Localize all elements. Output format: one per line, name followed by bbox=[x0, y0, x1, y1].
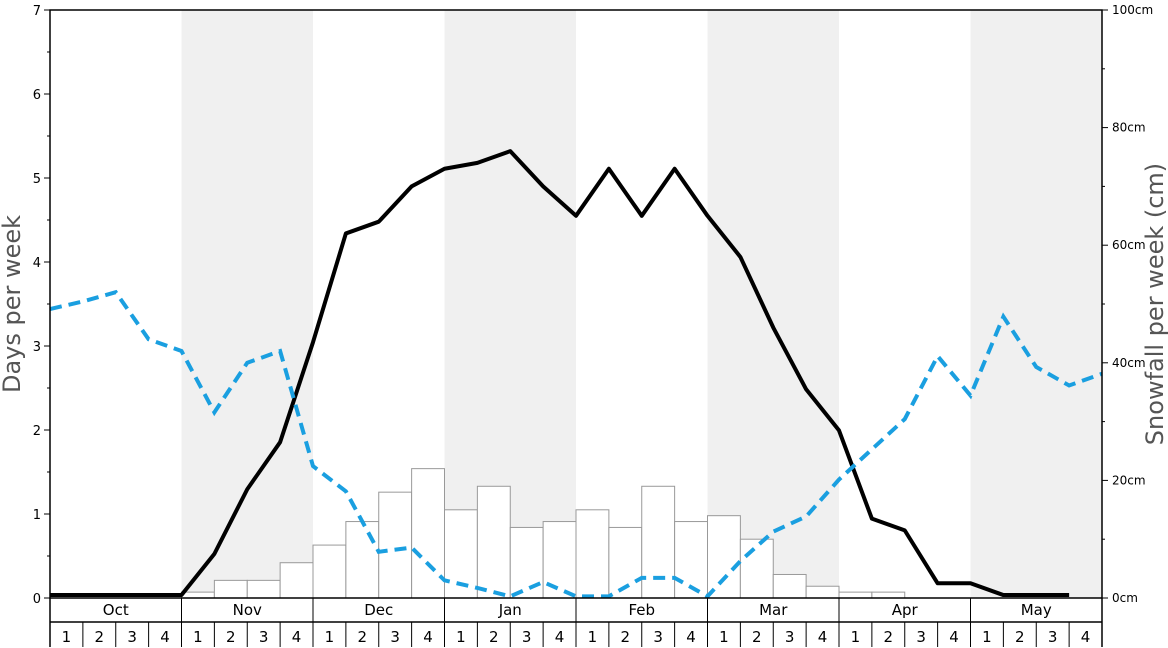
bar-week-22 bbox=[739, 538, 774, 599]
right-axis: 0cm 20cm 40cm 60cm 80cm 100cm bbox=[1102, 3, 1153, 605]
month-shading bbox=[181, 10, 1102, 598]
week-label: 1 bbox=[456, 628, 466, 646]
week-label: 2 bbox=[884, 628, 894, 646]
right-tick-label: 40cm bbox=[1112, 356, 1146, 370]
week-label: 4 bbox=[555, 628, 565, 646]
right-tick-label: 100cm bbox=[1112, 3, 1153, 17]
bar-week-23 bbox=[772, 573, 807, 599]
month-label-apr: Apr bbox=[892, 601, 919, 619]
month-label-dec: Dec bbox=[364, 601, 393, 619]
left-tick-label: 4 bbox=[33, 256, 41, 271]
week-label: 3 bbox=[259, 628, 269, 646]
week-label: 4 bbox=[1081, 628, 1091, 646]
bar-week-10 bbox=[345, 521, 380, 599]
left-tick-label: 2 bbox=[33, 424, 41, 439]
week-label: 3 bbox=[1048, 628, 1058, 646]
week-label: 1 bbox=[193, 628, 203, 646]
bar-week-9 bbox=[312, 544, 347, 599]
bar-week-24 bbox=[805, 585, 840, 599]
right-tick-label: 0cm bbox=[1112, 591, 1138, 605]
snowfall-line bbox=[50, 149, 1070, 598]
week-label: 2 bbox=[489, 628, 499, 646]
week-label: 1 bbox=[325, 628, 335, 646]
bar-week-8 bbox=[279, 562, 314, 599]
bar-week-19 bbox=[641, 485, 676, 599]
week-label: 3 bbox=[522, 628, 532, 646]
month-label-mar: Mar bbox=[759, 601, 788, 619]
shade-may bbox=[970, 10, 1102, 598]
week-label: 4 bbox=[292, 628, 302, 646]
left-tick-label: 6 bbox=[33, 88, 41, 103]
month-label-jan: Jan bbox=[498, 601, 522, 619]
week-label: 2 bbox=[358, 628, 368, 646]
right-tick-label: 80cm bbox=[1112, 121, 1146, 135]
week-label: 2 bbox=[226, 628, 236, 646]
bar-week-17 bbox=[575, 509, 610, 599]
week-label: 4 bbox=[686, 628, 696, 646]
week-label: 2 bbox=[95, 628, 105, 646]
week-label: 4 bbox=[949, 628, 959, 646]
week-label: 4 bbox=[423, 628, 433, 646]
shade-mar bbox=[707, 10, 839, 598]
right-tick-label: 60cm bbox=[1112, 238, 1146, 252]
weekly-days-bars bbox=[181, 468, 906, 599]
left-axis: 0 1 2 3 4 5 6 7 bbox=[33, 4, 50, 607]
bar-week-14 bbox=[476, 485, 511, 599]
week-label: 2 bbox=[752, 628, 762, 646]
week-label: 4 bbox=[818, 628, 828, 646]
week-label: 3 bbox=[127, 628, 137, 646]
left-tick-label: 5 bbox=[33, 172, 41, 187]
week-label: 3 bbox=[916, 628, 926, 646]
bar-week-21 bbox=[707, 515, 741, 599]
week-label: 2 bbox=[1015, 628, 1025, 646]
chart-lines bbox=[49, 149, 1103, 599]
week-label: 1 bbox=[851, 628, 861, 646]
week-label: 2 bbox=[621, 628, 631, 646]
month-label-may: May bbox=[1021, 601, 1052, 619]
bar-week-16 bbox=[542, 521, 577, 599]
month-label-nov: Nov bbox=[233, 601, 262, 619]
bar-week-7 bbox=[246, 579, 281, 599]
bar-week-12 bbox=[411, 468, 445, 599]
bar-week-6 bbox=[213, 579, 248, 599]
days-line bbox=[49, 289, 1103, 599]
bar-week-5 bbox=[181, 591, 215, 599]
week-label: 1 bbox=[982, 628, 992, 646]
week-label: 4 bbox=[160, 628, 170, 646]
shade-nov bbox=[181, 10, 313, 598]
right-tick-label: 20cm bbox=[1112, 473, 1146, 487]
week-label: 1 bbox=[588, 628, 598, 646]
week-label: 1 bbox=[62, 628, 72, 646]
left-tick-label: 7 bbox=[33, 4, 41, 19]
x-axis-months-weeks: Oct 1 2 3 4 Nov 1 2 3 4 Dec 1 2 3 4 Jan 1 2 3 4 Feb 1 2 3 4 Mar 1 2… bbox=[49, 598, 1103, 647]
right-axis-title: Snowfall per week (cm) bbox=[1141, 163, 1168, 445]
month-label-oct: Oct bbox=[103, 601, 129, 619]
bar-week-15 bbox=[509, 526, 544, 599]
bar-week-26 bbox=[871, 591, 906, 599]
week-label: 3 bbox=[653, 628, 663, 646]
bar-week-25 bbox=[838, 591, 873, 599]
bar-week-11 bbox=[378, 491, 413, 599]
week-label: 1 bbox=[719, 628, 729, 646]
left-axis-title: Days per week bbox=[0, 215, 26, 393]
left-tick-label: 1 bbox=[33, 508, 41, 523]
left-tick-label: 0 bbox=[33, 592, 41, 607]
week-label: 3 bbox=[785, 628, 795, 646]
week-label: 3 bbox=[390, 628, 400, 646]
left-tick-label: 3 bbox=[33, 340, 41, 355]
month-label-feb: Feb bbox=[628, 601, 655, 619]
